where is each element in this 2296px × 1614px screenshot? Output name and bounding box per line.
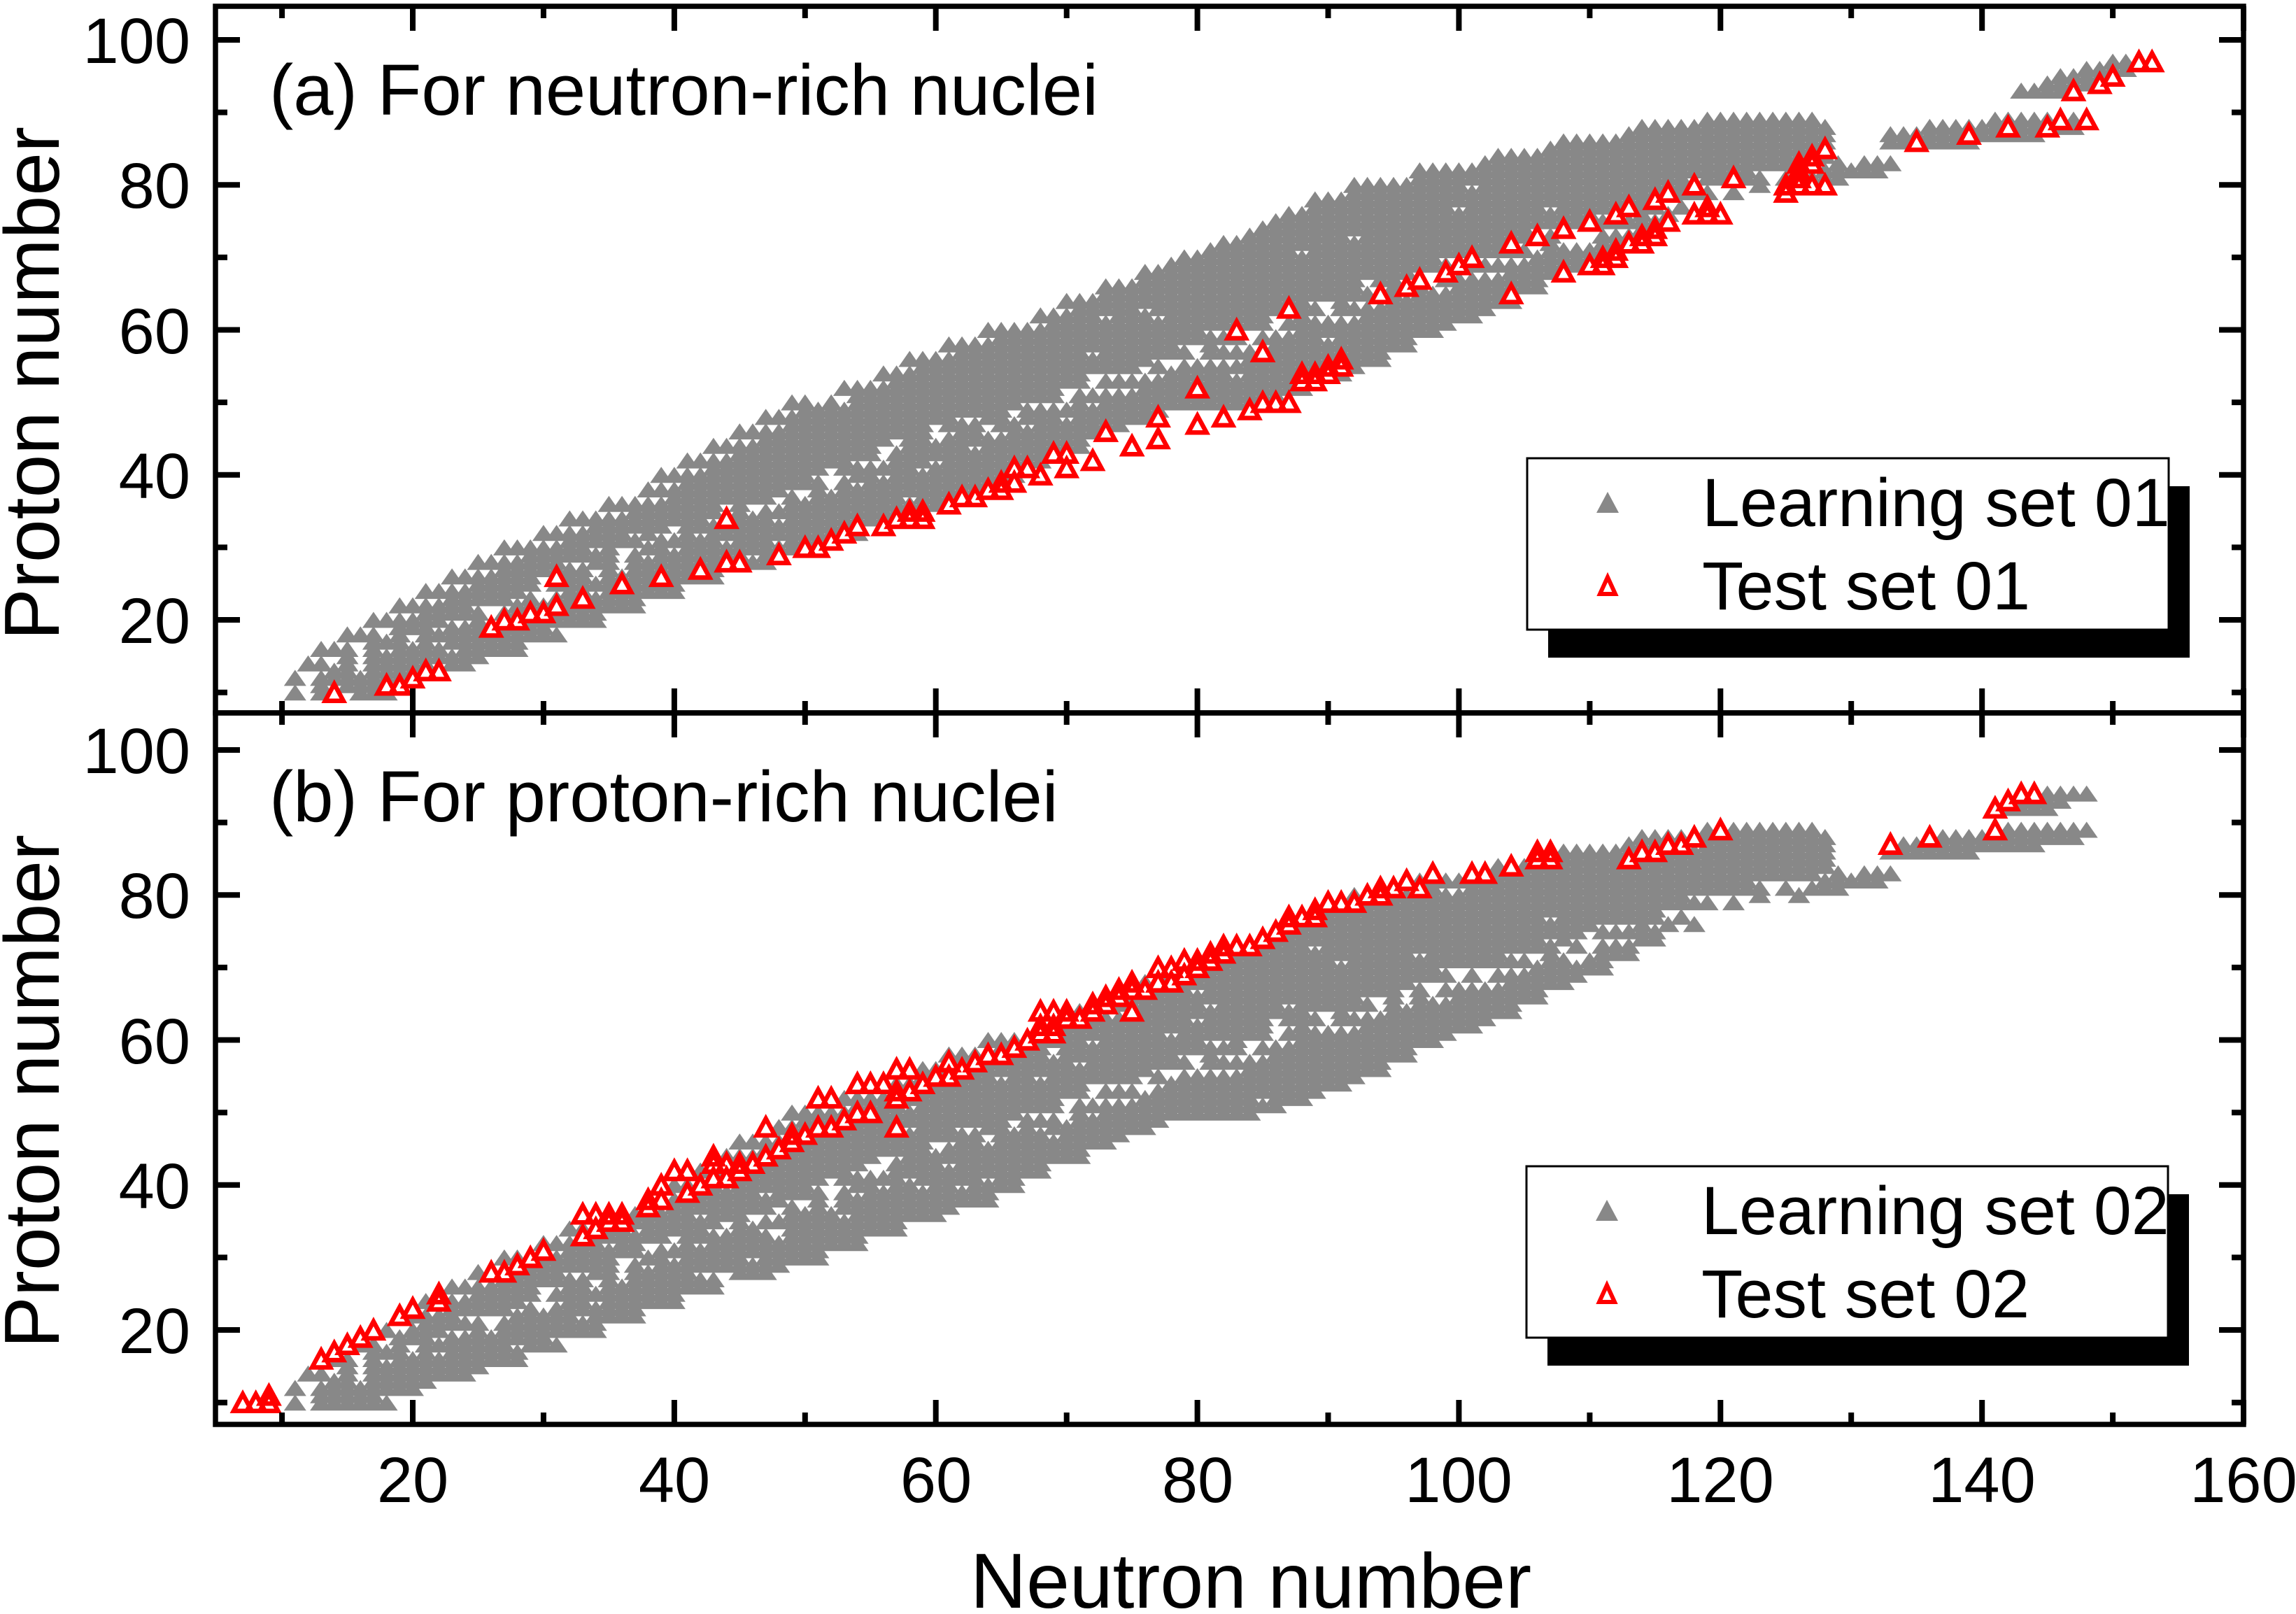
svg-text:Test set 01: Test set 01: [1702, 548, 2030, 624]
svg-text:40: 40: [119, 441, 190, 512]
svg-text:100: 100: [83, 6, 191, 77]
svg-text:Proton number: Proton number: [0, 127, 76, 640]
svg-text:Proton number: Proton number: [0, 835, 76, 1348]
svg-text:40: 40: [639, 1445, 710, 1516]
svg-text:80: 80: [1162, 1445, 1233, 1516]
svg-text:60: 60: [119, 1006, 190, 1077]
svg-text:120: 120: [1666, 1445, 1774, 1516]
svg-text:40: 40: [119, 1151, 190, 1222]
svg-text:140: 140: [1928, 1445, 2036, 1516]
svg-text:100: 100: [1405, 1445, 1512, 1516]
svg-text:Learning set 01: Learning set 01: [1702, 465, 2170, 541]
svg-text:(b) For proton-rich nuclei: (b) For proton-rich nuclei: [269, 756, 1058, 837]
svg-text:60: 60: [900, 1445, 972, 1516]
svg-text:160: 160: [2190, 1445, 2296, 1516]
svg-text:60: 60: [119, 296, 190, 367]
svg-text:20: 20: [119, 1296, 190, 1367]
svg-text:Test set 02: Test set 02: [1701, 1256, 2029, 1332]
svg-text:Neutron number: Neutron number: [970, 1538, 1531, 1614]
svg-text:Learning set 02: Learning set 02: [1701, 1173, 2169, 1249]
svg-text:80: 80: [119, 150, 190, 222]
svg-text:(a) For neutron-rich nuclei: (a) For neutron-rich nuclei: [269, 50, 1098, 130]
svg-text:20: 20: [119, 586, 190, 657]
svg-text:80: 80: [119, 861, 190, 932]
svg-text:100: 100: [83, 716, 191, 787]
svg-text:20: 20: [377, 1445, 448, 1516]
